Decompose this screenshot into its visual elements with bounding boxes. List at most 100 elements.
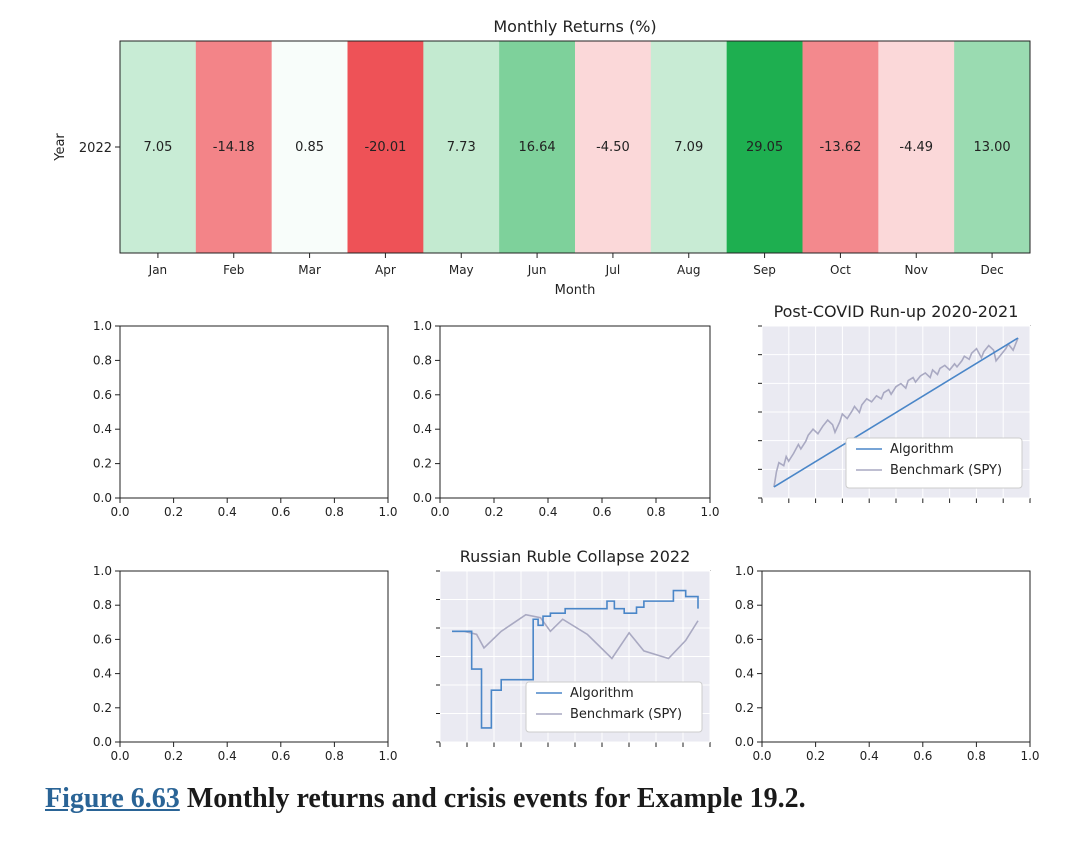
heatmap-value-label: -14.18 xyxy=(213,140,255,155)
y-tick-label: 0.2 xyxy=(735,701,754,715)
y-tick-label: 0.0 xyxy=(735,735,754,749)
series-line-algorithm xyxy=(773,337,1019,488)
heatmap-value-label: -4.50 xyxy=(596,140,630,155)
heatmap-xlabel: Month xyxy=(555,283,596,298)
y-tick-label: 0.2 xyxy=(413,457,432,471)
heatmap-cell-may xyxy=(423,41,500,253)
x-tick-label: 0.2 xyxy=(164,505,183,519)
legend-label: Benchmark (SPY) xyxy=(890,463,1002,478)
heatmap-value-label: -4.49 xyxy=(899,140,933,155)
x-tick-label: 0.4 xyxy=(218,505,237,519)
y-tick-label: 0.4 xyxy=(93,667,112,681)
heatmap-ylabel: Year xyxy=(53,133,68,162)
heatmap-month-label: Aug xyxy=(677,263,700,277)
heatmap-value-label: 16.64 xyxy=(518,140,555,155)
y-tick-label: 0.6 xyxy=(93,632,112,646)
x-tick-label: 0.2 xyxy=(164,749,183,763)
y-tick-label: 0.6 xyxy=(413,388,432,402)
heatmap-cells: 7.05 -14.18 0.85 -20.01 7.73 16.64 -4.50 7.09 29… xyxy=(120,41,1031,253)
subplot-empty-bottom-right: 0.0 0.2 0.4 0.6 0.8 1.0 0.0 0.2 0.4 0.6 0.8 1.0 xyxy=(735,564,1040,763)
heatmap-cell-jan xyxy=(120,41,197,253)
x-tick-label: 0.0 xyxy=(430,505,449,519)
x-tick-label: 0.6 xyxy=(913,749,932,763)
subplot-post-covid: Algorithm Benchmark (SPY) Post-COVID Run-u… xyxy=(758,302,1031,503)
legend-box xyxy=(525,681,703,733)
heatmap-month-label: Oct xyxy=(830,263,851,277)
heatmap-month-label: Jul xyxy=(605,263,620,277)
x-tick-label: 0.8 xyxy=(325,505,344,519)
heatmap-month-label: Sep xyxy=(753,263,776,277)
subplot-empty-top-left: 0.0 0.2 0.4 0.6 0.8 1.0 0.0 0.2 0.4 0.6 0.8 1.0 xyxy=(93,319,398,519)
heatmap-year-label: 2022 xyxy=(79,141,112,156)
x-tick-label: 0.0 xyxy=(752,749,771,763)
series-line-benchmark xyxy=(773,337,1019,488)
heatmap-month-label: May xyxy=(449,263,474,277)
heatmap-month-label: Jun xyxy=(527,263,547,277)
heatmap-value-label: 7.73 xyxy=(447,140,476,155)
x-tick-label: 0.2 xyxy=(806,749,825,763)
x-tick-label: 0.8 xyxy=(646,505,665,519)
x-tick-label: 1.0 xyxy=(700,505,719,519)
x-tick-label: 0.2 xyxy=(484,505,503,519)
legend-label: Algorithm xyxy=(890,442,954,457)
y-tick-label: 0.8 xyxy=(413,353,432,367)
x-tick-label: 0.8 xyxy=(325,749,344,763)
x-tick-label: 0.6 xyxy=(271,505,290,519)
x-tick-label: 0.4 xyxy=(860,749,879,763)
heatmap-title: Monthly Returns (%) xyxy=(493,17,656,36)
x-tick-label: 0.6 xyxy=(592,505,611,519)
heatmap-year-ticks: 2022 xyxy=(79,141,120,156)
y-tick-label: 0.4 xyxy=(413,422,432,436)
heatmap-cell-jul xyxy=(575,41,652,253)
axes-frame xyxy=(119,325,389,499)
subplot-title: Russian Ruble Collapse 2022 xyxy=(460,547,691,566)
heatmap-value-label: 7.05 xyxy=(143,140,172,155)
subplot-title: Post-COVID Run-up 2020-2021 xyxy=(774,302,1019,321)
heatmap-month-label: Dec xyxy=(980,263,1003,277)
series-line-algorithm xyxy=(452,589,699,729)
y-tick-label: 0.2 xyxy=(93,457,112,471)
heatmap-month-ticks: Jan Feb Mar Apr May Jun Jul Aug Sep Oct Nov Dec xyxy=(148,253,1004,277)
y-tick-label: 1.0 xyxy=(93,319,112,333)
heatmap-cell-aug xyxy=(650,41,728,253)
y-tick-label: 1.0 xyxy=(93,564,112,578)
axes-frame xyxy=(439,325,711,499)
heatmap-cell-apr xyxy=(347,41,424,253)
heatmap-cell-mar xyxy=(271,41,348,253)
x-tick-label: 0.4 xyxy=(218,749,237,763)
figure-caption: Figure 6.63 Monthly returns and crisis e… xyxy=(45,783,806,815)
y-tick-label: 0.2 xyxy=(93,701,112,715)
heatmap-value-label: 0.85 xyxy=(295,140,324,155)
heatmap-month-label: Nov xyxy=(905,263,928,277)
y-tick-label: 0.4 xyxy=(735,667,754,681)
x-tick-label: 0.0 xyxy=(110,749,129,763)
y-tick-label: 0.8 xyxy=(93,353,112,367)
heatmap-cell-oct xyxy=(802,41,879,253)
y-tick-label: 0.4 xyxy=(93,422,112,436)
subplot-ruble-collapse: Algorithm Benchmark (SPY) Russian Ruble Co… xyxy=(436,547,711,747)
x-tick-label: 0.4 xyxy=(538,505,557,519)
heatmap-cell-sep xyxy=(726,41,803,253)
heatmap-cell-dec xyxy=(954,41,1031,253)
legend-label: Algorithm xyxy=(570,686,634,701)
heatmap-month-label: Feb xyxy=(223,263,244,277)
heatmap-value-label: -20.01 xyxy=(364,140,406,155)
y-tick-label: 0.8 xyxy=(735,598,754,612)
series-line-benchmark xyxy=(452,613,699,660)
heatmap-value-label: 13.00 xyxy=(973,140,1010,155)
y-tick-label: 0.8 xyxy=(93,598,112,612)
heatmap-month-label: Jan xyxy=(148,263,168,277)
heatmap-cell-nov xyxy=(878,41,955,253)
heatmap-month-label: Apr xyxy=(375,263,396,277)
heatmap-cell-feb xyxy=(195,41,273,253)
y-tick-label: 0.6 xyxy=(735,632,754,646)
y-tick-label: 1.0 xyxy=(413,319,432,333)
subplot-empty-bottom-left: 0.0 0.2 0.4 0.6 0.8 1.0 0.0 0.2 0.4 0.6 0.8 1.0 xyxy=(93,564,398,763)
heatmap-value-label: -13.62 xyxy=(819,140,861,155)
y-tick-label: 0.0 xyxy=(413,491,432,505)
legend-label: Benchmark (SPY) xyxy=(570,707,682,722)
heatmap-value-label: 7.09 xyxy=(674,140,703,155)
figure-link[interactable]: Figure 6.63 xyxy=(45,783,180,814)
y-tick-label: 0.0 xyxy=(93,491,112,505)
subplot-empty-top-middle: 0.0 0.2 0.4 0.6 0.8 1.0 0.0 0.2 0.4 0.6 0.8 1.0 xyxy=(413,319,720,519)
